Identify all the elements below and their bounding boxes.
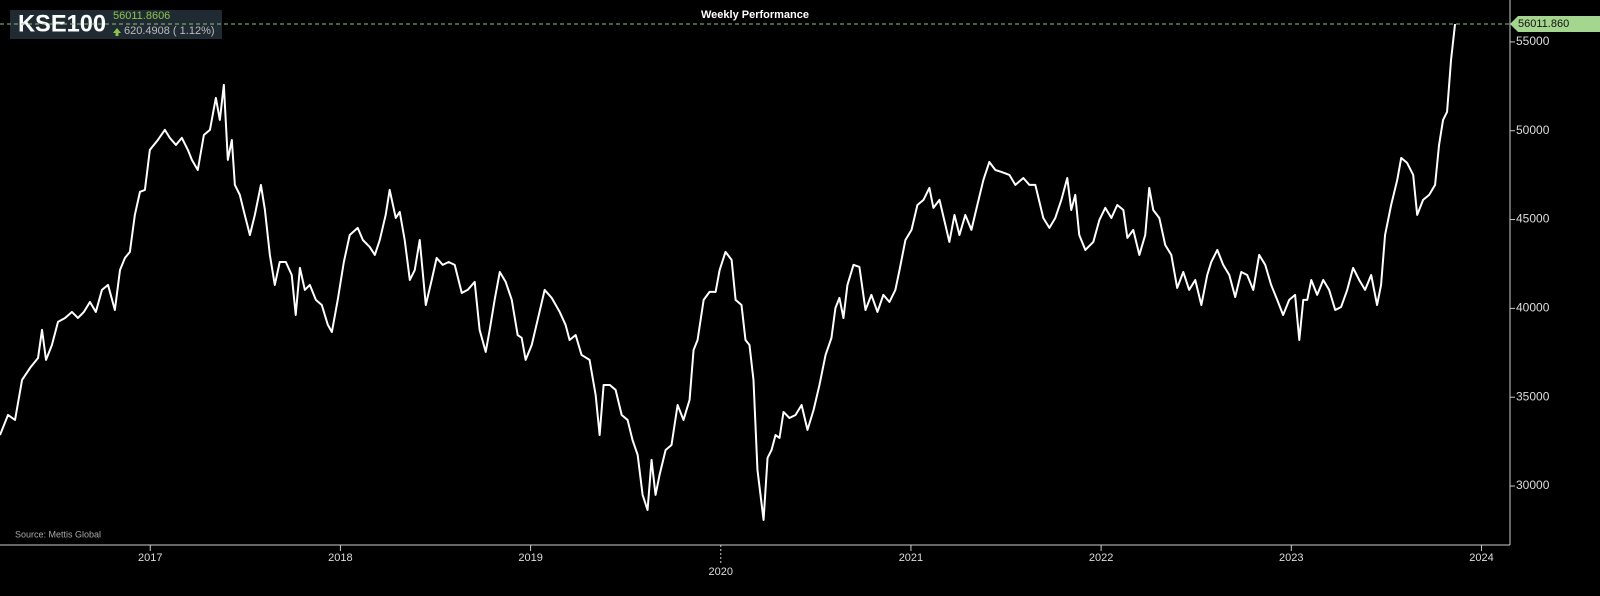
x-tick-label: 2022	[1089, 552, 1113, 564]
price-change: 620.4908 ( 1.12%)	[124, 25, 215, 37]
x-tick-label: 2021	[899, 552, 923, 564]
last-price: 56011.8606	[113, 10, 170, 22]
price-line	[0, 23, 1457, 521]
x-tick-label: 2024	[1469, 552, 1493, 564]
x-tick-label: 2018	[328, 552, 352, 564]
x-tick-label: 2023	[1279, 552, 1303, 564]
y-tick-label: 35000	[1516, 389, 1550, 403]
x-tick-label: 2020	[709, 566, 733, 578]
y-tick-label: 30000	[1516, 478, 1550, 492]
x-tick-label: 2017	[138, 552, 162, 564]
x-tick-label: 2019	[518, 552, 542, 564]
y-tick-label: 40000	[1516, 301, 1550, 315]
source-note: Source: Mettis Global	[15, 529, 101, 539]
y-tick-label: 55000	[1516, 34, 1550, 48]
chart-title: Weekly Performance	[701, 9, 809, 21]
price-tag-label: 56011.860	[1518, 18, 1569, 30]
up-arrow	[113, 28, 121, 36]
y-tick-label: 45000	[1516, 212, 1550, 226]
y-tick-label: 50000	[1516, 123, 1550, 137]
price-tag	[1510, 15, 1600, 32]
